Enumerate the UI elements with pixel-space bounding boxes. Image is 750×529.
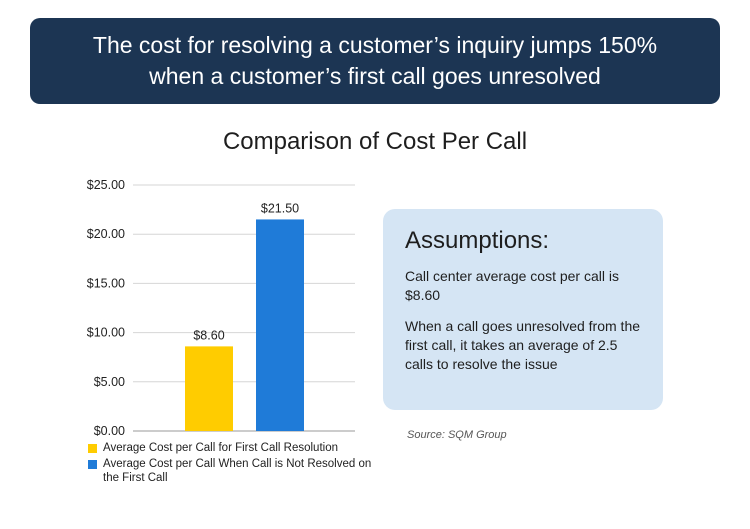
data-label: $21.50 (261, 201, 299, 215)
y-tick-label: $20.00 (87, 227, 125, 241)
bar (256, 219, 304, 431)
legend-swatch-blue (88, 460, 97, 469)
y-tick-label: $0.00 (94, 424, 125, 438)
legend-item-first-call: Average Cost per Call for First Call Res… (88, 441, 378, 455)
legend-label-first-call: Average Cost per Call for First Call Res… (103, 442, 338, 454)
assumptions-text-1: Call center average cost per call is $8.… (405, 268, 619, 303)
chart-legend: Average Cost per Call for First Call Res… (88, 441, 378, 487)
legend-label-not-resolved: Average Cost per Call When Call is Not R… (103, 458, 372, 484)
chart-title: Comparison of Cost Per Call (222, 128, 528, 155)
assumptions-box: Assumptions: Call center average cost pe… (383, 209, 663, 410)
y-tick-label: $25.00 (87, 178, 125, 192)
assumptions-heading: Assumptions: (405, 227, 550, 254)
y-tick-label: $15.00 (87, 276, 125, 290)
y-tick-label: $10.00 (87, 326, 125, 340)
headline-banner: The cost for resolving a customer’s inqu… (30, 18, 720, 104)
bar (185, 346, 233, 431)
legend-swatch-yellow (88, 444, 97, 453)
source-note: Source: SQM Group (407, 429, 507, 441)
y-tick-label: $5.00 (94, 375, 125, 389)
data-label: $8.60 (193, 328, 224, 342)
headline-line-1: The cost for resolving a customer’s inqu… (92, 32, 658, 58)
legend-item-not-resolved: Average Cost per Call When Call is Not R… (88, 457, 378, 485)
assumptions-text-2: When a call goes unresolved from the fir… (405, 318, 641, 372)
headline-line-2: when a customer’s first call goes unreso… (149, 63, 601, 89)
